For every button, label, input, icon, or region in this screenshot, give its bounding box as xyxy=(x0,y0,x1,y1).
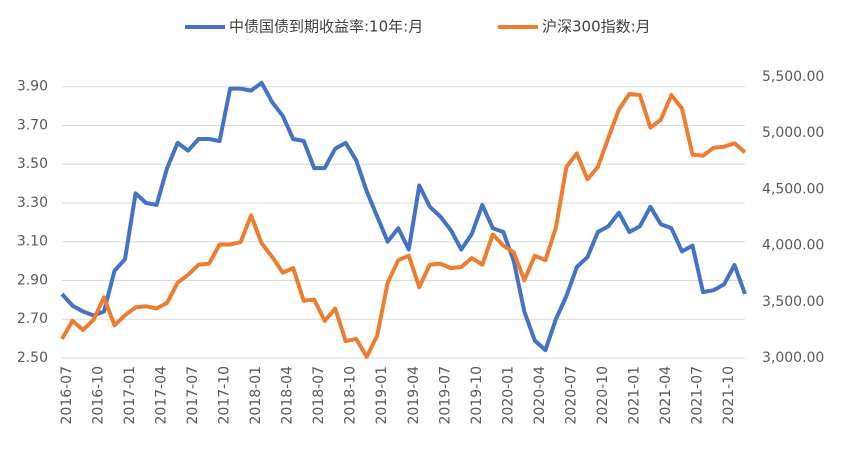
x-tick-label: 2020-01 xyxy=(500,366,516,425)
x-tick-label: 2020-10 xyxy=(595,366,611,425)
y-tick-label: 3.70 xyxy=(17,117,48,133)
y2-tick-label: 5,000.00 xyxy=(762,125,824,141)
x-tick-label: 2017-07 xyxy=(185,366,201,425)
x-tick-label: 2018-01 xyxy=(248,366,264,425)
legend-label: 沪深300指数:月 xyxy=(542,18,651,36)
x-tick-label: 2017-10 xyxy=(217,366,233,425)
x-tick-label: 2021-10 xyxy=(721,366,737,425)
x-tick-label: 2016-10 xyxy=(91,366,107,425)
legend: 中债国债到期收益率:10年:月 沪深300指数:月 xyxy=(185,18,651,36)
line-series xyxy=(60,91,747,359)
x-tick-label: 2021-04 xyxy=(658,366,674,425)
x-tick-label: 2019-01 xyxy=(374,366,390,425)
x-tick-label: 2021-07 xyxy=(689,366,705,425)
y-tick-label: 2.70 xyxy=(17,311,48,327)
y2-tick-label: 3,500.00 xyxy=(762,294,824,310)
x-tick-label: 2018-07 xyxy=(311,366,327,425)
y2-tick-label: 5,500.00 xyxy=(762,69,824,85)
x-tick-label: 2020-07 xyxy=(563,366,579,425)
x-tick-label: 2018-10 xyxy=(343,366,359,425)
y-tick-label: 3.10 xyxy=(17,234,48,250)
line-series xyxy=(60,80,747,353)
x-tick-label: 2017-04 xyxy=(154,366,170,425)
y2-tick-label: 3,000.00 xyxy=(762,350,824,366)
y-tick-label: 3.90 xyxy=(17,79,48,95)
y-tick-label: 3.30 xyxy=(17,195,48,211)
x-tick-label: 2019-04 xyxy=(406,366,422,425)
y-tick-label: 2.50 xyxy=(17,350,48,366)
legend-label: 中债国债到期收益率:10年:月 xyxy=(229,18,423,36)
y-tick-label: 3.50 xyxy=(17,156,48,172)
x-tick-label: 2019-07 xyxy=(437,366,453,425)
y-tick-label: 2.90 xyxy=(17,272,48,288)
y2-tick-label: 4,500.00 xyxy=(762,181,824,197)
x-tick-label: 2019-10 xyxy=(469,366,485,425)
x-tick-label: 2017-01 xyxy=(122,366,138,425)
y2-tick-label: 4,000.00 xyxy=(762,238,824,254)
x-tick-label: 2016-07 xyxy=(59,366,75,425)
x-tick-label: 2021-01 xyxy=(626,366,642,425)
x-tick-label: 2020-04 xyxy=(532,366,548,425)
x-tick-label: 2018-04 xyxy=(280,366,296,425)
